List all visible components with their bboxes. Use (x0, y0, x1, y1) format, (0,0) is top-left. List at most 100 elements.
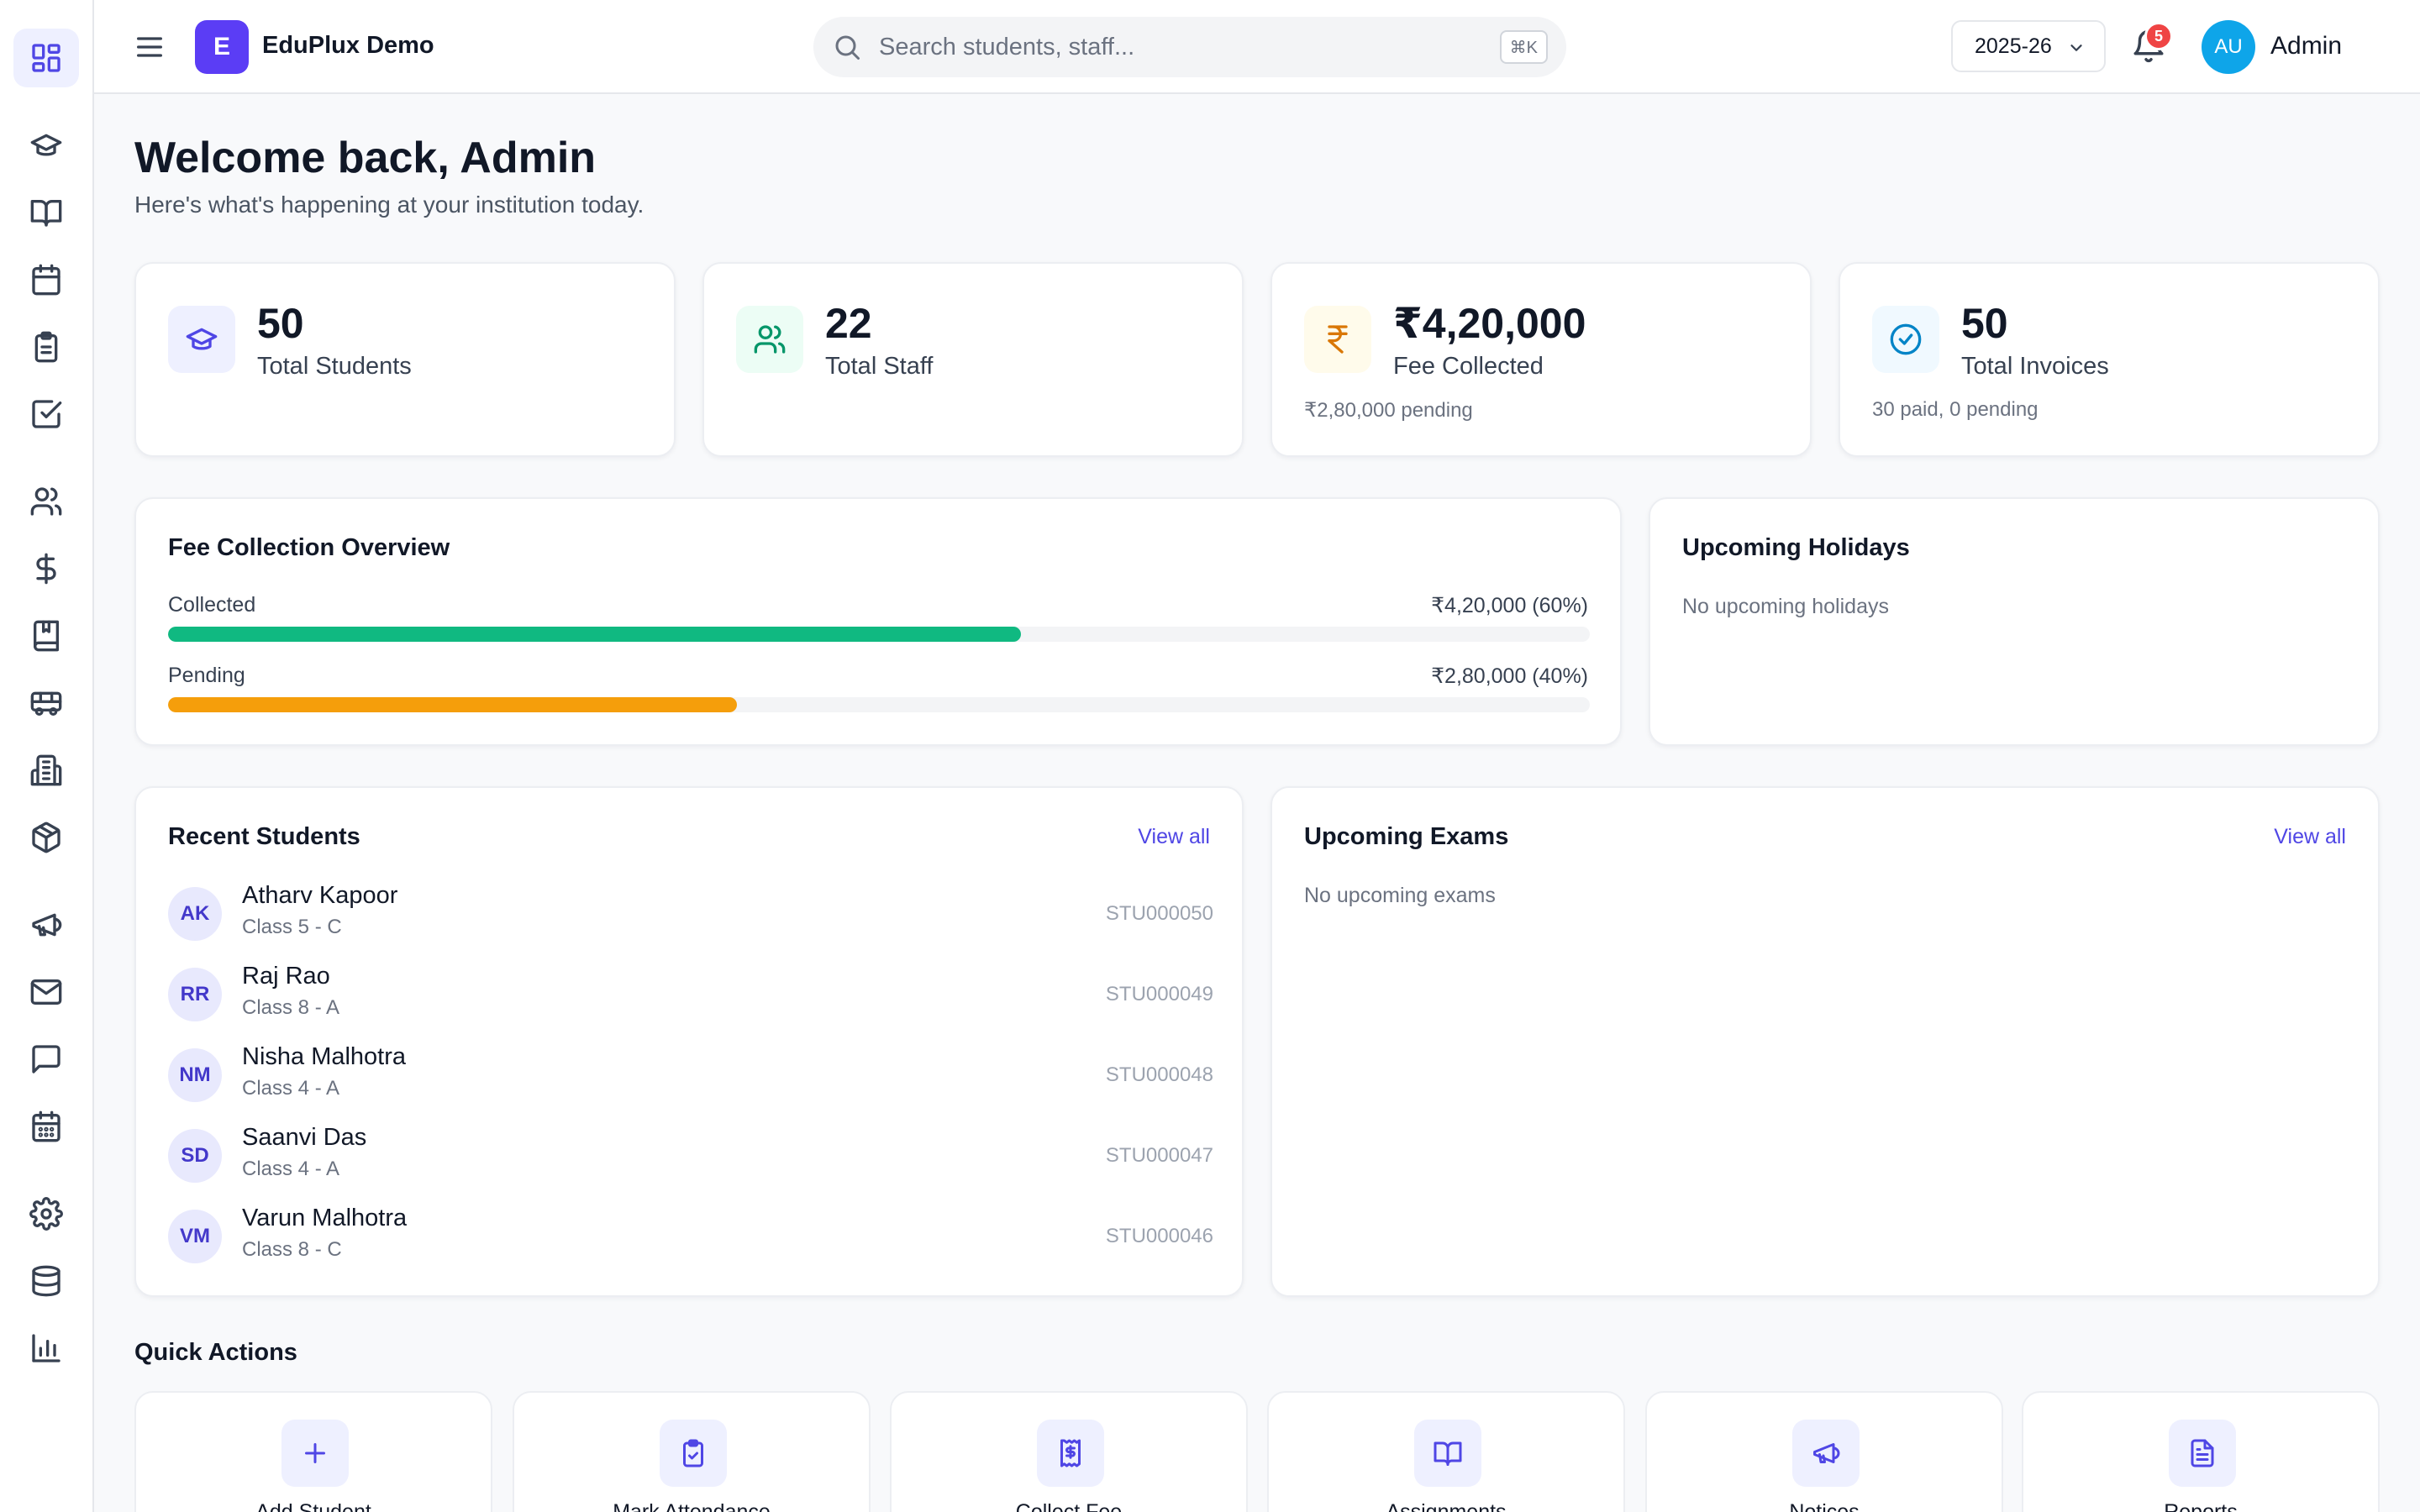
quick-action-label: Assignments (1386, 1500, 1507, 1512)
student-name: Varun Malhotra (242, 1205, 408, 1231)
sidebar-item-fees[interactable] (13, 539, 79, 598)
quick-action-label: Mark Attendance (613, 1500, 771, 1512)
quick-action-notices[interactable]: Notices (1645, 1391, 2003, 1512)
quick-action-add-student[interactable]: Add Student (134, 1391, 492, 1512)
menu-toggle-button[interactable] (133, 30, 166, 64)
app-logo: E (195, 20, 249, 74)
sidebar-item-notices[interactable] (13, 895, 79, 954)
student-row[interactable]: RR Raj Rao Class 8 - A STU000049 (168, 961, 1213, 1028)
quick-action-collect-fee[interactable]: Collect Fee (890, 1391, 1248, 1512)
sidebar (0, 0, 94, 1512)
pending-progress-track (168, 697, 1590, 712)
stat-card-staff[interactable]: 22 Total Staff (702, 262, 1244, 457)
sidebar-item-dashboard[interactable] (13, 29, 79, 87)
stat-value: 50 (257, 300, 304, 347)
student-name: Nisha Malhotra (242, 1043, 407, 1070)
search-icon (832, 32, 862, 62)
clipboard-icon (34, 331, 58, 363)
notification-count-badge: 5 (2144, 22, 2173, 50)
sidebar-item-inventory[interactable] (13, 808, 79, 867)
top-header: E EduPlux Demo ⌘K 2025-26 5 AU Admin (94, 0, 2420, 94)
pending-value: ₹2,80,000 (40%) (1431, 664, 1588, 688)
sidebar-item-settings[interactable] (13, 1184, 79, 1243)
sidebar-item-events[interactable] (13, 1097, 79, 1156)
recent-students-card: Recent Students View all AK Atharv Kapoo… (134, 786, 1244, 1297)
student-row[interactable]: AK Atharv Kapoor Class 5 - C STU000050 (168, 880, 1213, 948)
page-title: Welcome back, Admin (134, 134, 597, 182)
empty-state-text: No upcoming holidays (1682, 595, 1889, 618)
student-class: Class 4 - A (242, 1158, 340, 1180)
quick-action-label: Reports (2164, 1500, 2238, 1512)
collected-progress-track (168, 627, 1590, 642)
sidebar-item-timetable[interactable] (13, 250, 79, 309)
sidebar-item-messages[interactable] (13, 1030, 79, 1089)
sidebar-item-staff[interactable] (13, 472, 79, 531)
student-class: Class 8 - A (242, 996, 340, 1019)
quick-actions-title: Quick Actions (134, 1339, 297, 1366)
sidebar-item-students[interactable] (13, 116, 79, 175)
student-avatar: NM (168, 1048, 222, 1102)
sidebar-item-database[interactable] (13, 1252, 79, 1310)
student-row[interactable]: SD Saanvi Das Class 4 - A STU000047 (168, 1122, 1213, 1189)
quick-action-label: Notices (1789, 1500, 1860, 1512)
upcoming-exams-card: Upcoming Exams View all No upcoming exam… (1270, 786, 2380, 1297)
student-row[interactable]: VM Varun Malhotra Class 8 - C STU000046 (168, 1203, 1213, 1270)
student-id: STU000050 (1105, 902, 1213, 925)
sidebar-item-attendance[interactable] (13, 385, 79, 444)
stat-card-invoices[interactable]: 50 Total Invoices 30 paid, 0 pending (1839, 262, 2380, 457)
student-row[interactable]: NM Nisha Malhotra Class 4 - A STU000048 (168, 1042, 1213, 1109)
student-id: STU000047 (1105, 1144, 1213, 1167)
database-icon (32, 1265, 60, 1297)
page-subtitle: Here's what's happening at your institut… (134, 192, 644, 218)
quick-action-label: Collect Fee (1015, 1500, 1123, 1512)
check-square-icon (32, 400, 62, 428)
stat-note: ₹2,80,000 pending (1304, 399, 1473, 422)
stat-label: Fee Collected (1393, 353, 1544, 380)
megaphone-icon (32, 913, 62, 937)
quick-action-reports[interactable]: Reports (2022, 1391, 2380, 1512)
sidebar-item-exams[interactable] (13, 318, 79, 376)
student-id: STU000048 (1105, 1063, 1213, 1086)
student-class: Class 8 - C (242, 1238, 342, 1261)
view-all-students-link[interactable]: View all (1138, 825, 1210, 848)
settings-icon (29, 1197, 63, 1231)
package-icon (32, 822, 60, 853)
quick-action-mark-attendance[interactable]: Mark Attendance (513, 1391, 871, 1512)
sidebar-item-academics[interactable] (13, 183, 79, 242)
stat-value: ₹4,20,000 (1393, 300, 1586, 347)
academic-year-value: 2025-26 (1975, 34, 2052, 58)
stat-card-fees[interactable]: ₹4,20,000 Fee Collected ₹2,80,000 pendin… (1270, 262, 1812, 457)
quick-action-label: Add Student (255, 1500, 371, 1512)
student-name: Saanvi Das (242, 1124, 367, 1151)
card-title: Recent Students (168, 823, 360, 850)
user-avatar[interactable]: AU (2202, 20, 2255, 74)
student-avatar: VM (168, 1210, 222, 1263)
academic-year-select[interactable]: 2025-26 (1951, 20, 2106, 72)
file-text-icon (2169, 1420, 2236, 1487)
building-icon (30, 754, 62, 786)
stat-value: 50 (1961, 300, 2008, 347)
calendar-days-icon (32, 1110, 60, 1142)
dollar-icon (36, 553, 56, 585)
sidebar-item-reports[interactable] (13, 1319, 79, 1378)
sidebar-item-library[interactable] (13, 606, 79, 665)
sidebar-item-hostel[interactable] (13, 741, 79, 800)
stat-value: 22 (825, 300, 872, 347)
view-all-exams-link[interactable]: View all (2274, 825, 2346, 848)
student-id: STU000049 (1105, 983, 1213, 1005)
sidebar-item-mail[interactable] (13, 963, 79, 1021)
users-icon (736, 306, 803, 373)
book-open-icon (30, 200, 62, 227)
rupee-icon (1304, 306, 1371, 373)
fee-collection-overview-card: Fee Collection Overview Collected ₹4,20,… (134, 497, 1622, 746)
quick-action-assignments[interactable]: Assignments (1267, 1391, 1625, 1512)
student-name: Atharv Kapoor (242, 882, 398, 909)
dashboard-icon (32, 44, 60, 72)
sidebar-item-transport[interactable] (13, 674, 79, 732)
hamburger-icon (137, 37, 162, 57)
search-input[interactable] (879, 30, 1450, 64)
user-name[interactable]: Admin (2270, 32, 2343, 60)
stat-card-students[interactable]: 50 Total Students (134, 262, 676, 457)
upcoming-holidays-card: Upcoming Holidays No upcoming holidays (1649, 497, 2380, 746)
collected-progress-fill (168, 627, 1022, 642)
